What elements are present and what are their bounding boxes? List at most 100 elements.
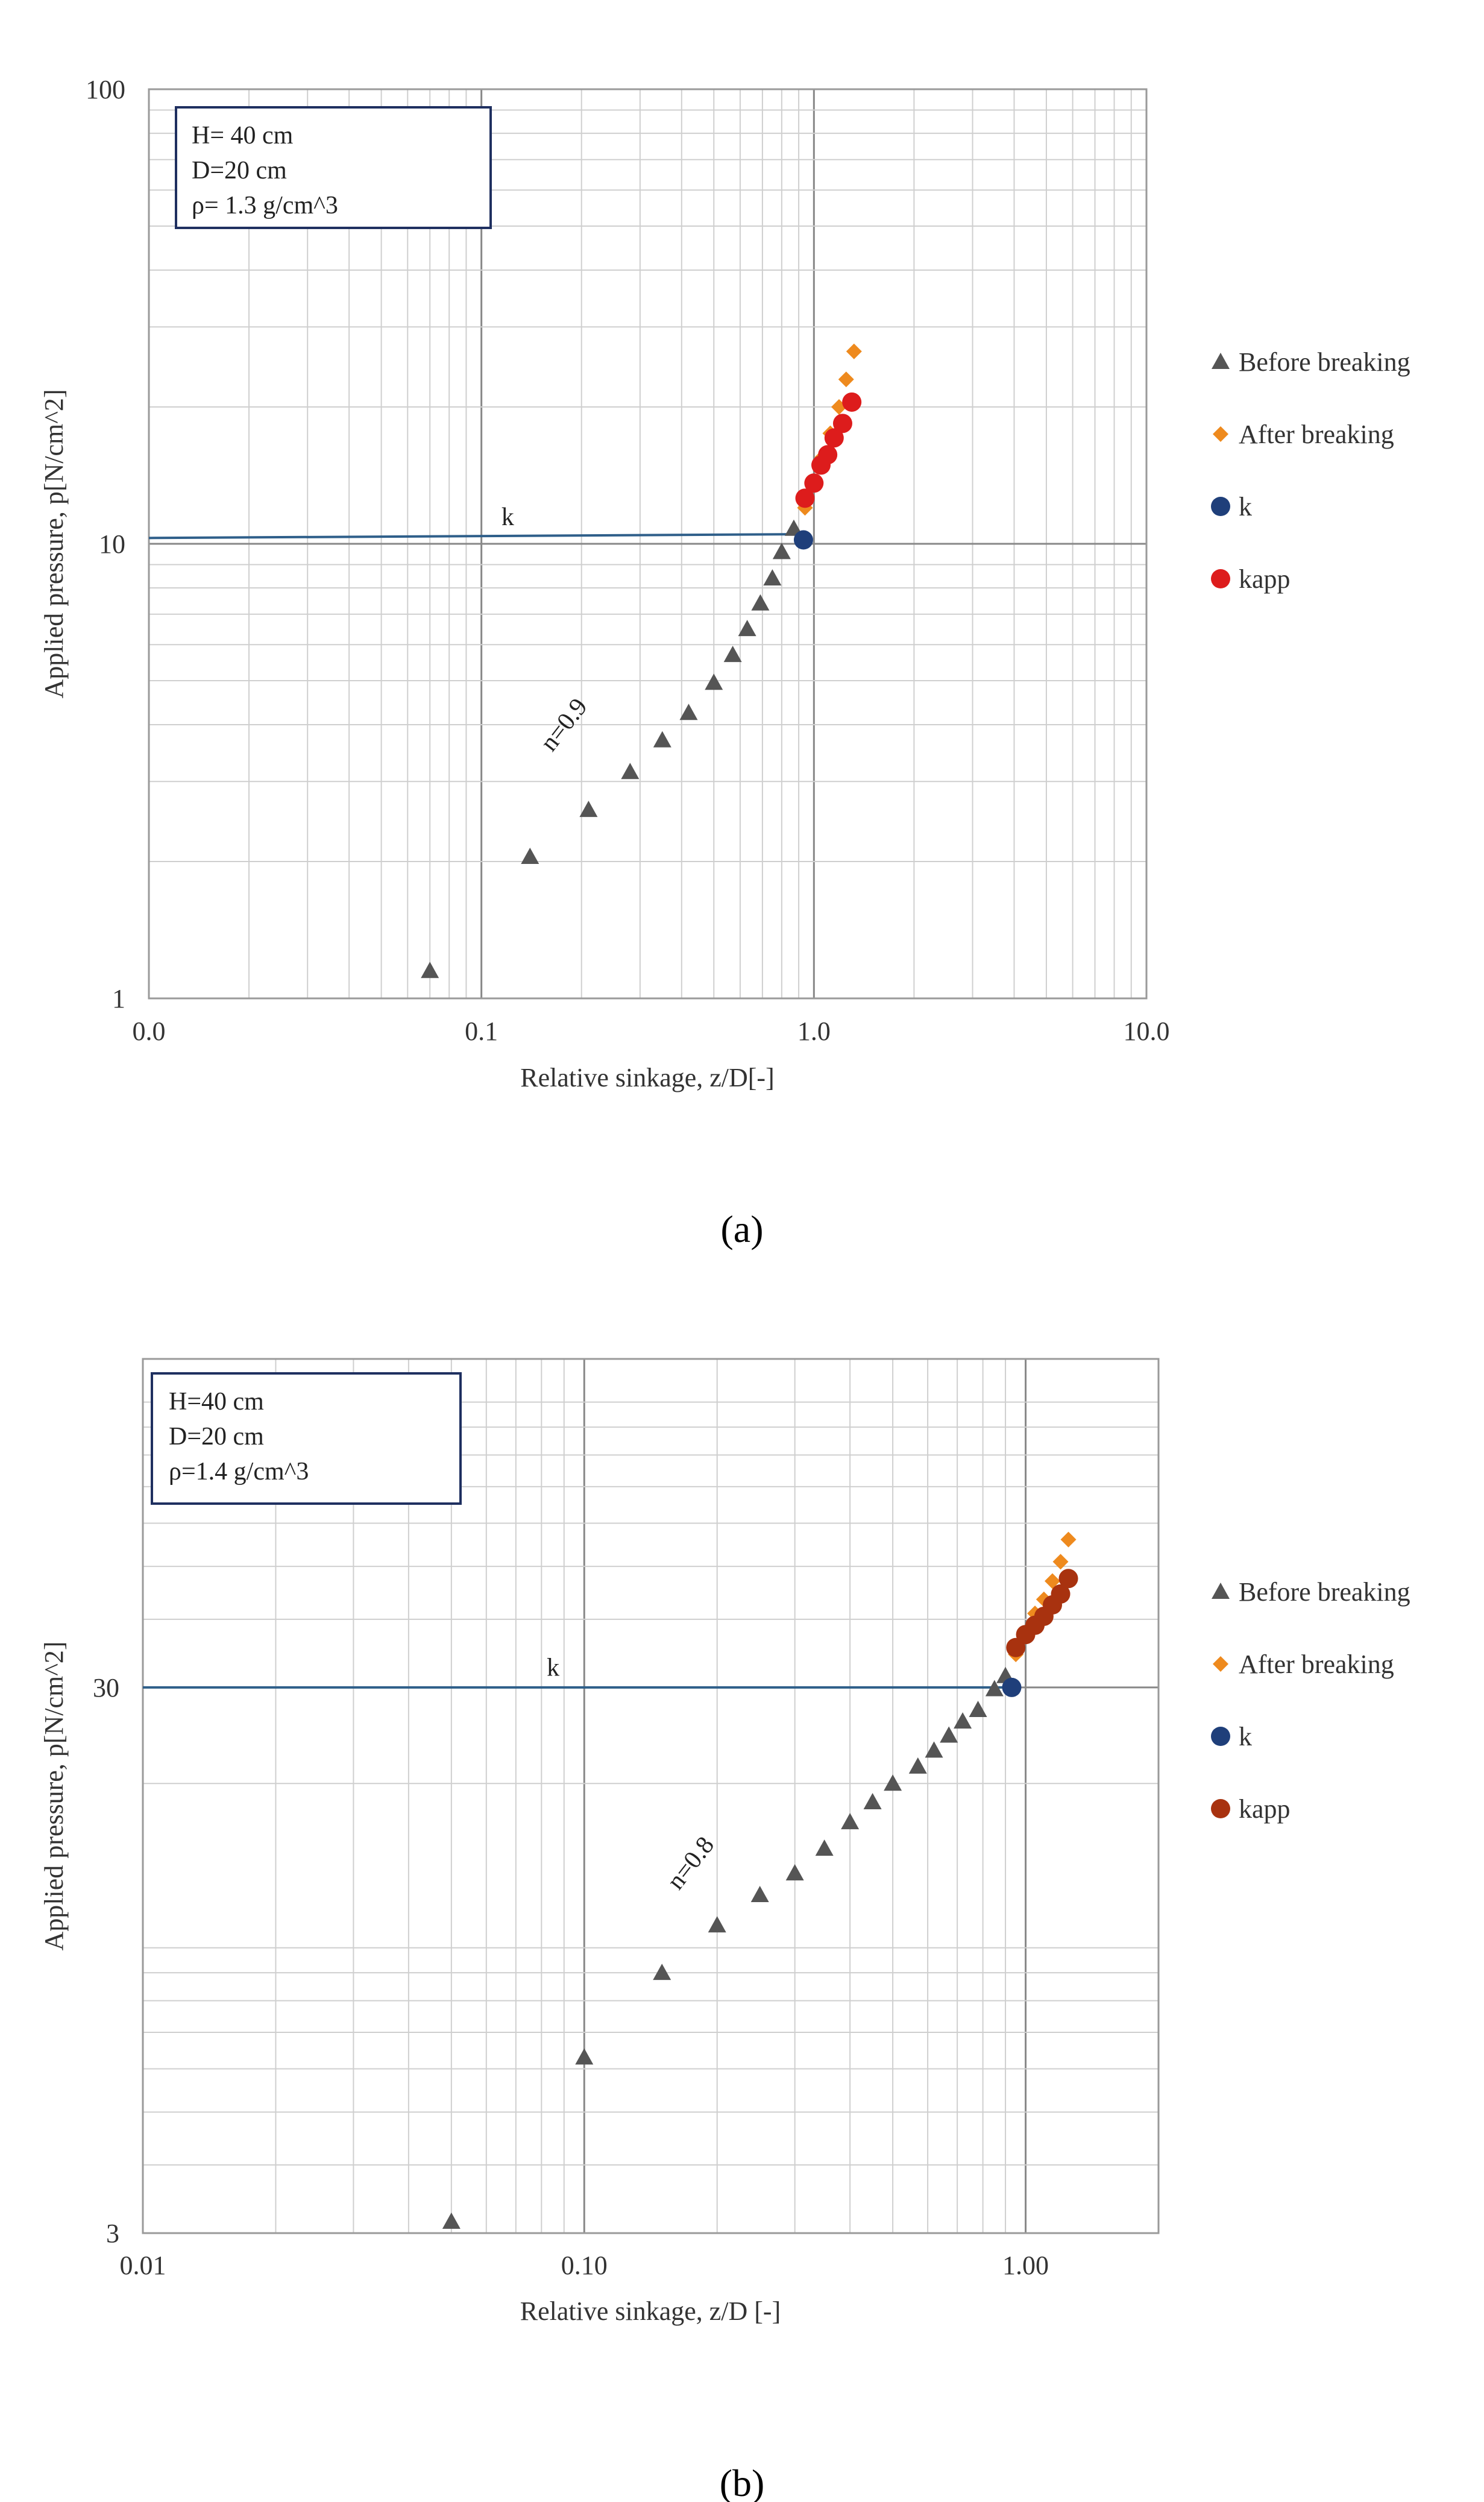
x-tick-labels-a: 0.0 0.1 1.0 10.0 — [133, 1016, 1170, 1046]
legend-label-k: k — [1239, 1722, 1252, 1751]
info-box-a — [175, 106, 492, 229]
before-breaking-point — [884, 1774, 902, 1791]
data-points-a — [421, 343, 862, 978]
x-tick-label: 1.0 — [797, 1016, 831, 1046]
k-point — [1002, 1677, 1022, 1697]
after-breaking-point — [838, 371, 854, 388]
x-tick-label: 10.0 — [1124, 1016, 1170, 1046]
legend-label-after-breaking: After breaking — [1239, 420, 1394, 449]
x-axis-label-b: Relative sinkage, z/D [-] — [520, 2296, 781, 2326]
kapp-point — [824, 428, 844, 448]
before-breaking-point — [738, 620, 756, 637]
after-breaking-point — [846, 343, 862, 359]
after-breaking-point — [1045, 1573, 1061, 1589]
legend-marker-kapp — [1211, 1799, 1230, 1818]
y-axis-label-a: Applied pressure, p[N/cm^2] — [39, 389, 69, 698]
y-tick-label: 10 — [99, 529, 125, 559]
x-tick-label: 0.1 — [465, 1016, 498, 1046]
info-box-a-line-2: D=20 cm — [192, 157, 287, 184]
before-breaking-point — [521, 847, 539, 864]
before-breaking-point — [679, 704, 698, 720]
before-breaking-point — [925, 1741, 943, 1758]
legend-marker-k — [1211, 1727, 1230, 1746]
before-breaking-point — [908, 1757, 927, 1774]
before-breaking-point — [763, 569, 782, 586]
before-breaking-point — [421, 962, 439, 978]
y-tick-label: 30 — [93, 1673, 119, 1703]
y-tick-label: 3 — [106, 2219, 119, 2248]
k-annotation-b: k — [547, 1654, 559, 1682]
y-axis-label-b: Applied pressure, p[N/cm^2] — [39, 1641, 69, 1950]
k-point — [793, 530, 813, 550]
gridlines-b — [142, 1358, 1160, 2234]
panel-label-b: (b) — [720, 2462, 765, 2502]
k-line-a — [148, 533, 807, 540]
before-breaking-point — [708, 1916, 726, 1933]
after-breaking-point — [1060, 1531, 1077, 1548]
gridlines-a — [148, 88, 1148, 1000]
y-tick-labels-b: 3 30 — [93, 1673, 119, 2248]
legend-b: Before breaking After breaking k kapp — [1211, 1577, 1410, 1824]
legend-marker-after-breaking — [1213, 1656, 1228, 1672]
k-reference-line — [148, 533, 807, 540]
legend-label-after-breaking: After breaking — [1239, 1650, 1394, 1679]
x-tick-labels-b: 0.01 0.10 1.00 — [120, 2251, 1049, 2280]
y-tick-labels-a: 1 10 100 — [86, 75, 125, 1013]
kapp-point — [1058, 1569, 1078, 1589]
y-tick-label: 1 — [112, 984, 125, 1013]
x-tick-label: 0.01 — [120, 2251, 166, 2280]
before-breaking-point — [723, 646, 742, 663]
panel-label-a: (a) — [720, 1208, 763, 1250]
kapp-point — [804, 473, 824, 493]
plot-border — [148, 88, 1148, 1000]
before-breaking-point — [985, 1680, 1004, 1697]
before-breaking-point — [750, 1886, 769, 1903]
legend-label-before-breaking: Before breaking — [1239, 347, 1410, 377]
info-box-b-line-2: D=20 cm — [169, 1423, 264, 1451]
data-points-b — [442, 1531, 1078, 2229]
kapp-point — [832, 414, 852, 433]
before-breaking-point — [863, 1792, 882, 1809]
info-box-b-line-3: ρ=1.4 g/cm^3 — [169, 1458, 309, 1486]
before-breaking-point — [772, 543, 791, 559]
before-breaking-point — [815, 1839, 834, 1856]
before-breaking-point — [579, 801, 598, 818]
chart-b: 0.01 0.10 1.00 3 30 Relative sinkage, z/D [… — [39, 1358, 1410, 2502]
legend-marker-before-breaking — [1212, 1583, 1230, 1599]
legend-a: Before breaking After breaking k kapp — [1211, 347, 1410, 594]
legend-marker-kapp — [1211, 569, 1230, 588]
info-box-a-line-1: H= 40 cm — [192, 122, 294, 150]
x-tick-label: 0.0 — [133, 1016, 166, 1046]
legend-label-k: k — [1239, 492, 1252, 522]
before-breaking-point — [785, 1864, 804, 1881]
before-breaking-point — [705, 673, 723, 690]
kapp-point — [1051, 1584, 1071, 1604]
kapp-point — [795, 488, 815, 508]
before-breaking-point — [442, 2212, 461, 2229]
k-annotation-a: k — [501, 503, 514, 531]
before-breaking-point — [954, 1712, 972, 1729]
kapp-point — [842, 392, 862, 412]
legend-label-kapp: kapp — [1239, 1794, 1291, 1824]
before-breaking-point — [969, 1700, 987, 1717]
legend-marker-after-breaking — [1213, 426, 1228, 442]
legend-marker-before-breaking — [1212, 353, 1230, 369]
legend-marker-k — [1211, 497, 1230, 516]
before-breaking-point — [940, 1726, 958, 1743]
info-box-b-line-1: H=40 cm — [169, 1388, 264, 1416]
kapp-point — [818, 445, 838, 465]
x-tick-label: 1.00 — [1002, 2251, 1049, 2280]
x-tick-label: 0.10 — [561, 2251, 608, 2280]
chart-a: 0.0 0.1 1.0 10.0 1 10 100 Relative sinkage, z… — [39, 75, 1410, 1250]
x-axis-label-a: Relative sinkage, z/D[-] — [520, 1063, 775, 1092]
legend-label-before-breaking: Before breaking — [1239, 1577, 1410, 1607]
info-box-b — [151, 1372, 462, 1505]
before-breaking-point — [575, 2048, 594, 2065]
y-tick-label: 100 — [86, 75, 125, 104]
before-breaking-point — [751, 594, 770, 611]
info-box-a-line-3: ρ= 1.3 g/cm^3 — [192, 192, 338, 219]
before-breaking-point — [841, 1813, 860, 1830]
plot-border — [142, 1358, 1160, 2234]
before-breaking-point — [621, 763, 640, 780]
